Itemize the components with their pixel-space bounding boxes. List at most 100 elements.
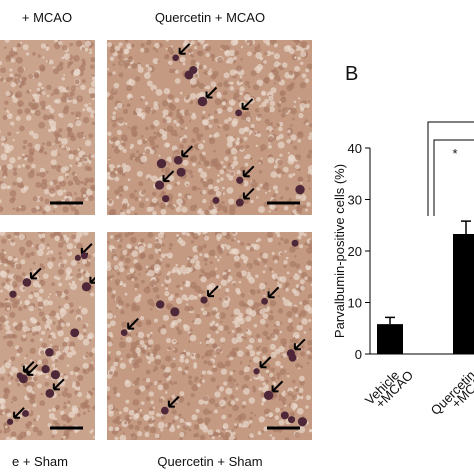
texture	[66, 237, 70, 241]
texture	[199, 85, 202, 88]
texture	[63, 375, 69, 380]
texture	[206, 333, 211, 339]
texture	[200, 156, 207, 163]
texture	[269, 203, 276, 211]
texture	[269, 310, 274, 314]
texture	[116, 129, 123, 136]
texture	[309, 123, 312, 128]
texture	[122, 249, 128, 256]
texture	[6, 412, 12, 418]
texture	[76, 272, 82, 279]
texture	[286, 374, 290, 378]
texture	[210, 115, 215, 119]
texture	[12, 396, 18, 402]
texture	[235, 397, 239, 402]
significance-bracket	[427, 121, 474, 216]
texture	[269, 343, 276, 351]
texture	[263, 76, 270, 84]
texture	[154, 242, 162, 250]
texture	[209, 261, 214, 265]
texture	[228, 49, 236, 57]
texture	[277, 308, 284, 314]
texture	[47, 300, 53, 306]
texture	[127, 56, 133, 63]
texture	[296, 407, 304, 415]
texture	[207, 190, 213, 195]
texture	[107, 186, 110, 191]
texture	[107, 164, 109, 167]
texture	[154, 42, 160, 49]
texture	[292, 173, 296, 176]
texture	[215, 190, 222, 197]
texture	[305, 103, 310, 109]
texture	[121, 140, 124, 143]
texture	[117, 185, 125, 193]
texture	[283, 299, 291, 307]
texture	[203, 257, 208, 262]
texture	[14, 284, 18, 288]
texture	[267, 136, 274, 142]
texture	[176, 424, 181, 429]
texture	[217, 56, 224, 63]
texture	[127, 126, 130, 129]
texture	[22, 286, 26, 290]
texture	[190, 393, 195, 398]
texture	[140, 47, 145, 53]
texture	[305, 405, 309, 409]
texture	[120, 337, 123, 341]
texture	[177, 366, 183, 372]
texture	[76, 413, 81, 417]
texture	[58, 305, 62, 309]
texture	[258, 206, 265, 213]
texture	[113, 82, 120, 89]
texture	[147, 66, 153, 72]
texture	[146, 356, 151, 360]
texture	[91, 121, 95, 126]
texture	[118, 169, 124, 175]
texture	[236, 315, 243, 322]
texture	[307, 165, 312, 172]
texture	[231, 102, 234, 105]
texture	[190, 53, 195, 58]
texture	[119, 434, 127, 440]
cell	[297, 417, 307, 427]
texture	[186, 257, 190, 261]
texture	[42, 114, 49, 121]
texture	[253, 97, 256, 100]
texture	[150, 353, 154, 357]
texture	[235, 287, 241, 293]
texture	[174, 78, 181, 84]
texture	[10, 48, 13, 51]
texture	[308, 328, 312, 331]
texture	[256, 196, 259, 199]
texture	[52, 344, 60, 352]
texture	[205, 52, 210, 58]
texture	[115, 392, 121, 398]
texture	[210, 349, 213, 353]
texture	[193, 185, 198, 191]
texture	[302, 415, 305, 418]
texture	[273, 259, 278, 264]
texture	[114, 436, 119, 440]
texture	[69, 42, 74, 47]
texture	[214, 132, 220, 138]
texture	[266, 187, 269, 191]
texture	[245, 144, 250, 149]
texture	[26, 154, 29, 158]
texture	[39, 100, 46, 107]
texture	[234, 322, 240, 329]
texture	[204, 263, 208, 266]
texture	[284, 404, 287, 407]
texture	[236, 89, 239, 92]
texture	[200, 268, 205, 274]
texture	[213, 118, 219, 124]
texture	[183, 109, 191, 116]
texture	[203, 360, 208, 365]
texture	[202, 310, 208, 316]
texture	[203, 178, 207, 182]
texture	[58, 282, 63, 287]
texture	[310, 283, 312, 287]
texture	[66, 175, 69, 178]
texture	[225, 387, 233, 395]
texture	[253, 302, 260, 309]
